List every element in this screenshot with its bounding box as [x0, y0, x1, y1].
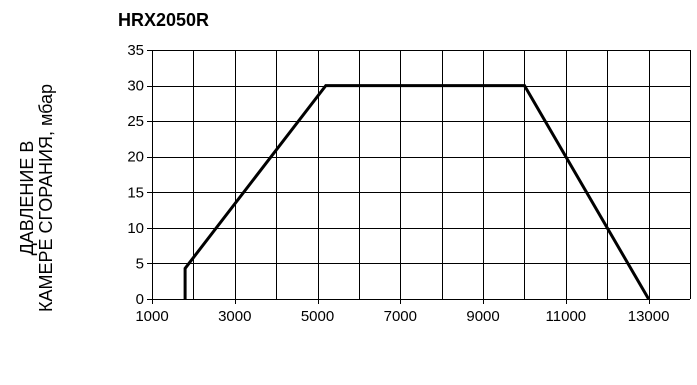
- x-tick-label: 5000: [301, 308, 334, 325]
- y-tick-label: 10: [127, 220, 144, 237]
- series-layer: [183, 84, 650, 300]
- y-axis-label-line-2: КАМЕРЕ СГОРАНИЯ, мбар: [36, 84, 56, 312]
- tick-labels: 0 5 10 15 20 25 30 35 1000 3000 5000 7000 9000 11000 1…: [127, 42, 669, 325]
- y-axis-label-line-1: ДАВЛЕНИЕ В: [17, 141, 37, 256]
- y-axis-label: ДАВЛЕНИЕ В КАМЕРЕ СГОРАНИЯ, мбар: [17, 84, 56, 312]
- chart-title: HRX2050R: [118, 10, 209, 30]
- y-tick-label: 20: [127, 149, 144, 166]
- y-tick-label: 0: [136, 291, 144, 308]
- grid: [152, 50, 691, 300]
- y-tick-label: 25: [127, 113, 144, 130]
- x-tick-label: 13000: [628, 308, 670, 325]
- y-tick-label: 30: [127, 78, 144, 95]
- y-tick-label: 15: [127, 184, 144, 201]
- x-tick-label: 11000: [546, 308, 587, 325]
- y-tick-label: 35: [127, 42, 144, 59]
- x-tick-label: 9000: [466, 308, 499, 325]
- x-tick-label: 1000: [135, 308, 168, 325]
- y-tick-label: 5: [136, 255, 144, 272]
- x-tick-label: 3000: [218, 308, 251, 325]
- series-line: [183, 84, 650, 300]
- x-tick-label: 7000: [384, 308, 417, 325]
